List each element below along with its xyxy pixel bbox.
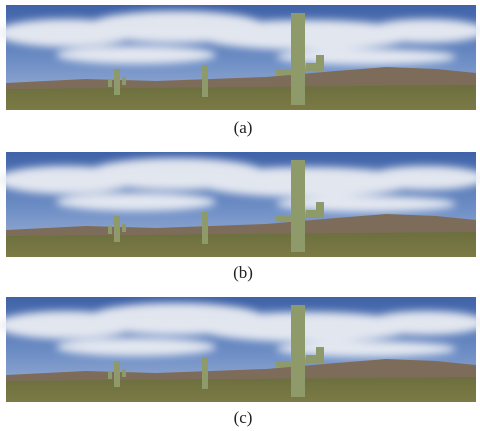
panel-label: (a) [234, 118, 253, 137]
figure: (a) (b) (c) [0, 0, 480, 431]
panel-c: (c) [0, 297, 480, 427]
panel-label: (c) [234, 408, 253, 427]
panel-a: (a) [0, 5, 480, 137]
panel-image [0, 297, 480, 402]
panel-label: (b) [233, 263, 253, 282]
page: (a) (b) (c) (() => { const data = JSON.p… [0, 0, 480, 431]
panel-b: (b) [0, 152, 480, 282]
panel-image [0, 5, 480, 110]
panel-image [0, 152, 480, 257]
